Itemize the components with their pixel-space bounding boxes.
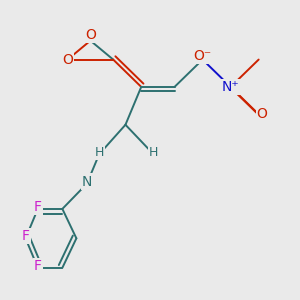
Text: F: F [22, 229, 30, 243]
Text: O: O [85, 28, 96, 42]
Text: H: H [149, 146, 158, 159]
Text: N: N [82, 175, 92, 188]
Text: H: H [94, 146, 104, 159]
Text: O: O [62, 52, 73, 67]
Text: F: F [34, 259, 42, 273]
Text: O⁻: O⁻ [194, 49, 212, 63]
Text: N⁺: N⁺ [222, 80, 239, 94]
Text: F: F [34, 200, 42, 214]
Text: O: O [257, 107, 268, 121]
